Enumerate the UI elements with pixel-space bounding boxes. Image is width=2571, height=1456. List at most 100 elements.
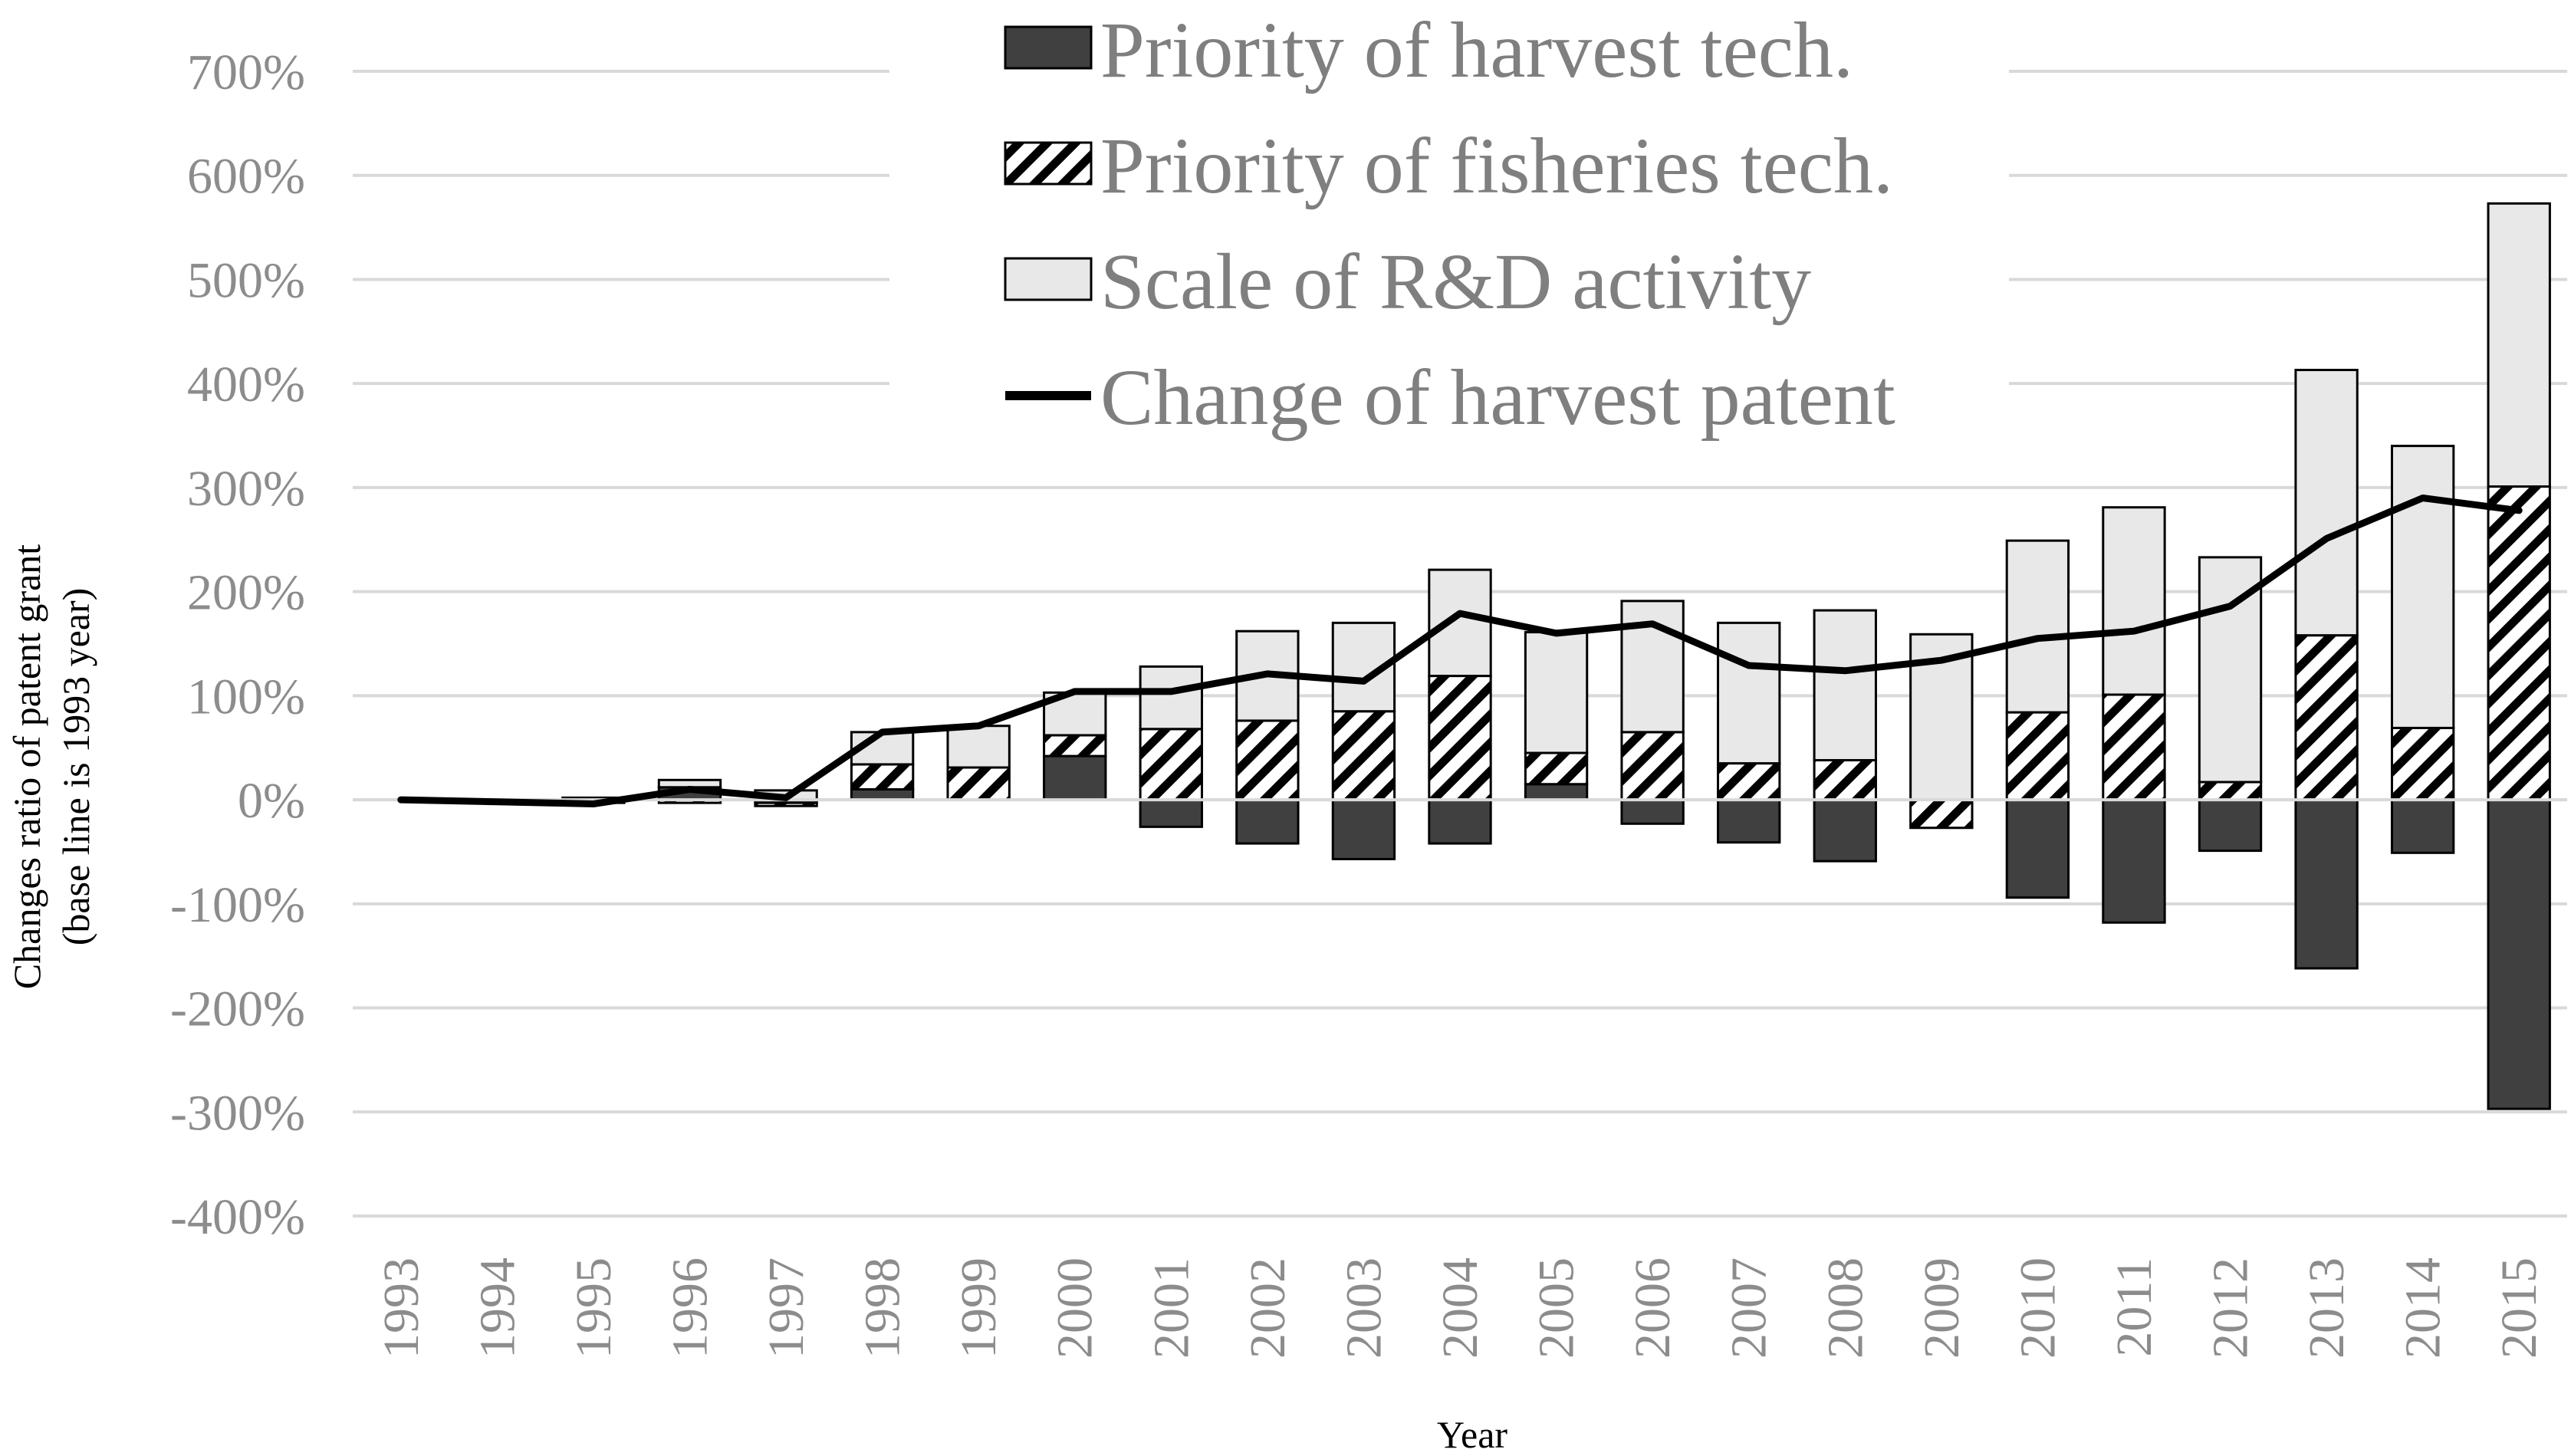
legend-item-fisheries-tech: Priority of fisheries tech.: [1004, 122, 1893, 210]
line-series: [397, 495, 2523, 807]
line-point-2014: [2421, 497, 2424, 499]
bar-solid-dark-1998: [850, 788, 915, 801]
legend: Priority of harvest tech. Priority of fi…: [889, 0, 2009, 442]
x-tick-label: 2014: [2395, 1257, 2451, 1359]
bar-solid-dark-2003: [1331, 798, 1396, 860]
line-point-1995: [592, 803, 594, 805]
x-tick-label: 2015: [2491, 1257, 2547, 1359]
bar-hatched-2004: [1428, 675, 1492, 801]
line-point-2007: [1747, 665, 1750, 667]
line-point-1994: [496, 800, 498, 803]
legend-label-harvest-tech: Priority of harvest tech.: [1100, 6, 1853, 94]
y-axis-title-group: Changes ratio of patent grant (base line…: [5, 544, 97, 989]
x-tick-label: 2008: [1817, 1257, 1873, 1359]
line-point-1999: [978, 725, 980, 727]
bar-hatched-2009: [1909, 798, 1974, 830]
line-point-2012: [2229, 605, 2231, 607]
bar-hatched-2005: [1524, 751, 1589, 786]
legend-swatch-rd-activity: [1004, 257, 1093, 301]
bar-hatched-2002: [1235, 719, 1300, 801]
bar-solid-dark-2001: [1139, 798, 1203, 828]
bar-solid-dark-2015: [2487, 798, 2551, 1110]
bar-light-2015: [2487, 202, 2551, 488]
bar-hatched-2013: [2294, 634, 2359, 801]
bar-light-2008: [1813, 609, 1877, 762]
legend-label-fisheries-tech: Priority of fisheries tech.: [1100, 122, 1893, 210]
y-tick-label: 300%: [187, 461, 305, 517]
bar-solid-dark-2002: [1235, 798, 1300, 845]
x-tick-label: 2001: [1143, 1257, 1199, 1359]
line-point-2015: [2518, 509, 2520, 511]
y-tick-label: 400%: [187, 357, 305, 412]
x-tick-label: 2005: [1529, 1257, 1585, 1359]
x-tick-label: 2009: [1914, 1257, 1970, 1359]
bar-light-1999: [946, 725, 1011, 769]
bar-light-2005: [1524, 631, 1589, 754]
y-axis-title-line-1: Changes ratio of patent grant: [5, 544, 48, 989]
bar-hatched-1997: [754, 801, 818, 807]
line-point-1996: [689, 788, 691, 790]
bar-hatched-2014: [2390, 726, 2455, 801]
y-tick-label: -300%: [170, 1085, 305, 1141]
legend-item-harvest-patent: Change of harvest patent: [1005, 353, 1895, 442]
bar-light-2010: [2005, 539, 2070, 714]
line-point-1998: [881, 731, 883, 733]
x-axis-title: Year: [1437, 1413, 1507, 1456]
bar-hatched-2010: [2005, 711, 2070, 801]
bar-hatched-1999: [946, 766, 1011, 801]
x-tick-label: 2013: [2299, 1257, 2355, 1359]
line-point-2001: [1170, 690, 1172, 692]
x-tick-label: 2010: [2010, 1257, 2066, 1359]
bar-hatched-1998: [850, 763, 915, 791]
line-point-2002: [1266, 672, 1268, 675]
x-tick-label: 1997: [758, 1257, 814, 1359]
x-axis-title-group: Year: [1437, 1413, 1507, 1456]
legend-item-rd-activity: Scale of R&D activity: [1004, 238, 1811, 326]
bars: [465, 202, 2551, 1110]
x-tick-label: 2003: [1336, 1257, 1392, 1359]
y-axis: 700% 600% 500% 400% 300% 200% 100% 0% -100% -200%…: [170, 44, 305, 1245]
line-point-2003: [1363, 680, 1365, 682]
bar-light-2007: [1717, 621, 1781, 765]
x-tick-label: 1995: [566, 1257, 622, 1359]
bar-solid-dark-2008: [1813, 798, 1877, 863]
x-tick-label: 2011: [2106, 1257, 2162, 1357]
legend-item-harvest-tech: Priority of harvest tech.: [1004, 6, 1853, 94]
bar-solid-dark-2007: [1717, 798, 1781, 844]
bar-solid-dark-2012: [2198, 798, 2263, 853]
bar-hatched-2007: [1717, 762, 1781, 801]
legend-label-rd-activity: Scale of R&D activity: [1100, 238, 1811, 326]
x-tick-label: 2007: [1721, 1257, 1777, 1359]
line-point-2006: [1652, 623, 1654, 625]
x-tick-label: 1993: [373, 1257, 429, 1359]
bar-hatched-2000: [1043, 734, 1107, 758]
line-point-2010: [2037, 637, 2039, 639]
x-tick-label: 2006: [1625, 1257, 1681, 1359]
line-point-1993: [399, 799, 402, 801]
bar-solid-dark-2004: [1428, 798, 1492, 845]
line-point-2009: [1940, 659, 1942, 662]
bar-solid-dark-2005: [1524, 783, 1589, 801]
line-point-2008: [1844, 669, 1846, 672]
legend-label-harvest-patent: Change of harvest patent: [1100, 353, 1895, 442]
x-tick-label: 2002: [1240, 1257, 1296, 1359]
bar-light-2004: [1428, 568, 1492, 678]
bar-light-2001: [1139, 665, 1203, 731]
legend-swatch-harvest-tech: [1004, 25, 1093, 70]
line-point-2005: [1555, 632, 1557, 634]
y-tick-label: 500%: [187, 252, 305, 308]
bar-hatched-2001: [1139, 728, 1203, 801]
bar-light-2011: [2102, 506, 2166, 696]
line-point-1997: [785, 797, 787, 799]
y-tick-label: 200%: [187, 565, 305, 621]
x-axis: 1993 1994 1995 1996 1997 1998 1999 2000 2001 2002…: [373, 1257, 2547, 1359]
bar-hatched-2003: [1331, 710, 1396, 801]
y-tick-label: 100%: [187, 669, 305, 725]
x-tick-label: 1999: [951, 1257, 1007, 1359]
bar-solid-dark-2011: [2102, 798, 2166, 924]
x-tick-label: 2000: [1047, 1257, 1103, 1359]
bar-solid-dark-2013: [2294, 798, 2359, 970]
bar-hatched-2012: [2198, 781, 2263, 801]
bar-hatched-2006: [1620, 731, 1685, 801]
x-tick-label: 2004: [1432, 1257, 1488, 1359]
